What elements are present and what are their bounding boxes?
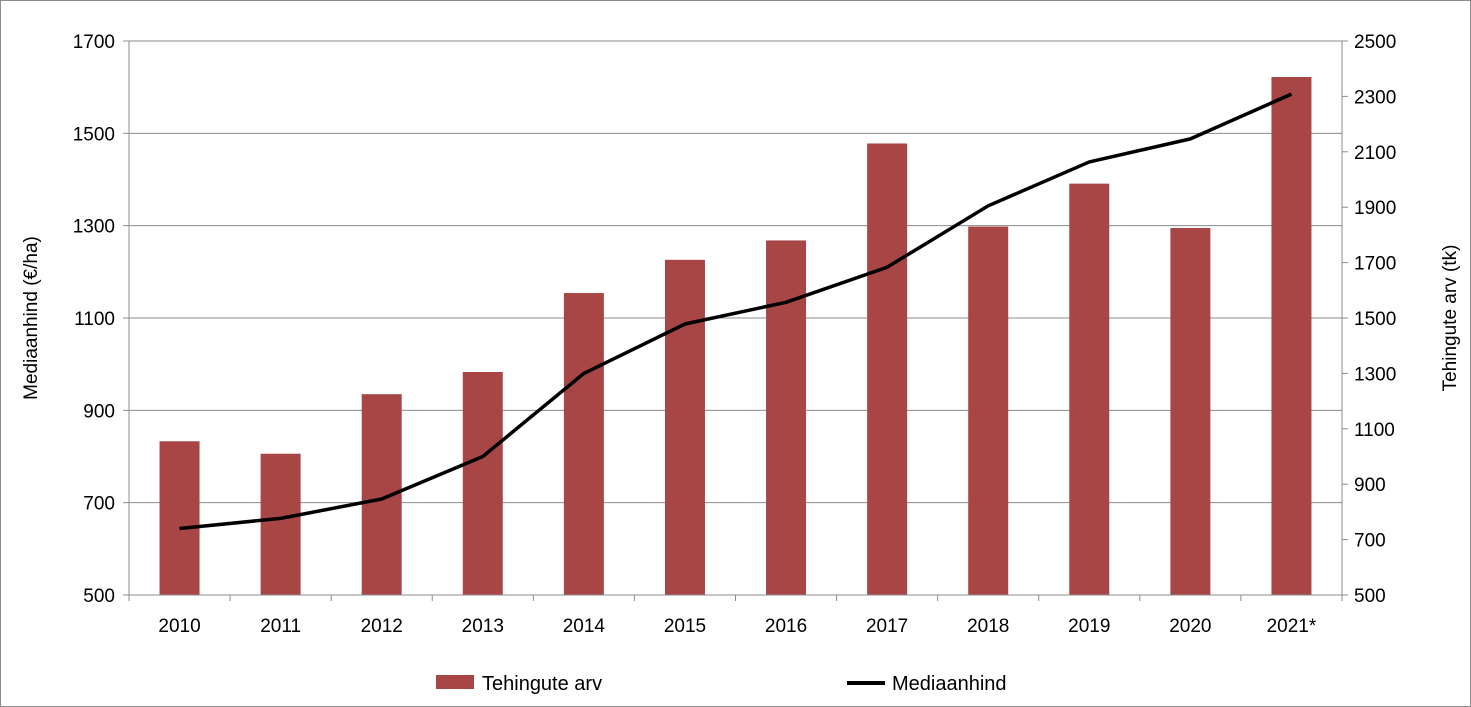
x-axis-tick-label: 2012: [361, 616, 403, 637]
left-axis-tick-label: 500: [83, 586, 115, 607]
left-axis-tick-label: 1100: [74, 309, 115, 330]
right-axis-tick-label: 700: [1354, 531, 1386, 552]
x-axis-tick-label: 2021*: [1267, 616, 1317, 637]
right-axis-tick-label: 1100: [1354, 420, 1395, 441]
right-axis-tick-label: 1500: [1354, 309, 1396, 330]
bar-series: [159, 77, 1312, 596]
right-axis-tick-label: 2100: [1354, 143, 1396, 164]
bar-2011: [260, 453, 301, 595]
x-axis-tick-label: 2015: [664, 616, 706, 637]
x-axis-tick-label: 2011: [260, 616, 301, 637]
gridlines: [129, 40, 1342, 504]
x-axis-tick-label: 2019: [1068, 616, 1110, 637]
legend: Tehingute arv Mediaanhind: [436, 673, 1007, 695]
bar-2018: [968, 226, 1009, 595]
legend-bar-swatch: [436, 675, 474, 689]
x-axis-tick-label: 2016: [765, 616, 807, 637]
legend-line-label: Mediaanhind: [892, 673, 1007, 695]
x-axis-tick-label: 2010: [158, 616, 200, 637]
right-axis-tick-label: 1700: [1354, 254, 1396, 275]
x-axis-tick-label: 2018: [967, 616, 1009, 637]
bar-2014: [563, 293, 604, 595]
bar-2019: [1069, 183, 1110, 595]
right-axis-tick-label: 2500: [1354, 32, 1396, 53]
bar-2021: [1271, 77, 1312, 595]
left-axis-tick-label: 900: [83, 401, 115, 422]
right-axis-title: Tehingute arv (tk): [1440, 245, 1461, 392]
bar-2016: [766, 240, 807, 595]
median-price-line: [179, 92, 1293, 531]
left-axis-tick-label: 1500: [73, 124, 115, 145]
bar-2010: [159, 441, 200, 595]
left-axis-tick-label: 1300: [73, 217, 115, 238]
x-axis-tick-label: 2017: [866, 616, 908, 637]
x-axis-tick-label: 2014: [563, 616, 606, 637]
axes: [123, 40, 1348, 601]
x-axis-tick-label: 2020: [1169, 616, 1211, 637]
legend-bar-label: Tehingute arv: [482, 673, 602, 695]
bar-2015: [664, 259, 705, 595]
bar-2017: [867, 143, 908, 596]
left-axis-tick-label: 700: [83, 494, 115, 515]
left-axis-title: Mediaanhind (€/ha): [21, 236, 42, 400]
bar-2020: [1170, 227, 1211, 595]
axis-labels: 500 700 900 1100 1300 1500 1700 500 700 900 1100 13…: [21, 32, 1461, 637]
right-axis-tick-label: 2300: [1354, 87, 1396, 108]
right-axis-tick-label: 1300: [1354, 364, 1396, 385]
right-axis-tick-label: 900: [1354, 475, 1386, 496]
right-axis-tick-label: 500: [1354, 586, 1386, 607]
x-axis-tick-label: 2013: [462, 616, 504, 637]
line-series: [179, 92, 1293, 531]
right-axis-tick-label: 1900: [1354, 198, 1396, 219]
left-axis-tick-label: 1700: [73, 32, 115, 53]
bar-2013: [462, 372, 503, 595]
